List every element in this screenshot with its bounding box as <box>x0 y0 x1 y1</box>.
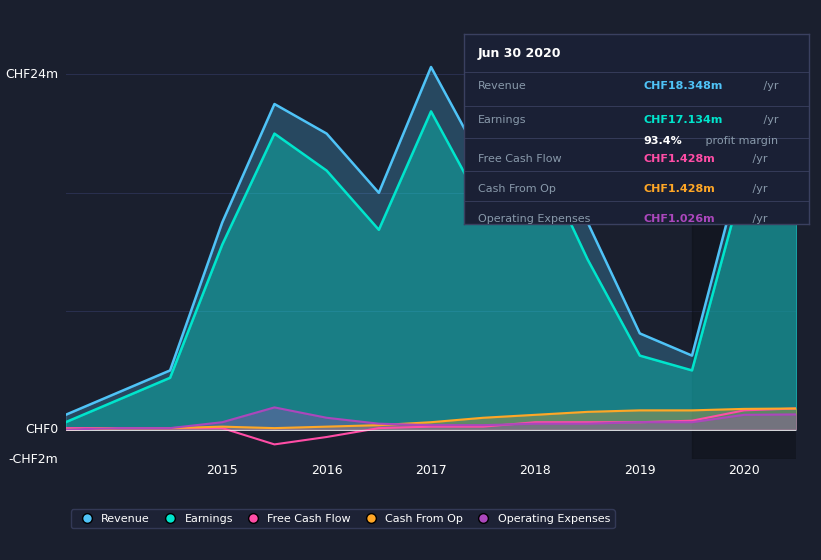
Text: Cash From Op: Cash From Op <box>478 184 556 194</box>
Text: CHF0: CHF0 <box>25 423 58 436</box>
Text: Earnings: Earnings <box>478 115 526 125</box>
Text: /yr: /yr <box>749 153 767 164</box>
Text: CHF1.428m: CHF1.428m <box>643 184 715 194</box>
Text: /yr: /yr <box>760 115 779 125</box>
Bar <box>692 45 807 459</box>
Text: CHF24m: CHF24m <box>5 68 58 81</box>
Text: 93.4%: 93.4% <box>643 137 682 146</box>
Text: CHF1.026m: CHF1.026m <box>643 214 715 225</box>
Text: CHF18.348m: CHF18.348m <box>643 81 722 91</box>
Text: CHF17.134m: CHF17.134m <box>643 115 722 125</box>
Legend: Revenue, Earnings, Free Cash Flow, Cash From Op, Operating Expenses: Revenue, Earnings, Free Cash Flow, Cash … <box>71 510 615 528</box>
Text: /yr: /yr <box>749 184 767 194</box>
Text: /yr: /yr <box>749 214 767 225</box>
Text: Operating Expenses: Operating Expenses <box>478 214 590 225</box>
Text: CHF1.428m: CHF1.428m <box>643 153 715 164</box>
Text: profit margin: profit margin <box>702 137 778 146</box>
Text: Revenue: Revenue <box>478 81 526 91</box>
Text: Jun 30 2020: Jun 30 2020 <box>478 47 562 60</box>
Text: /yr: /yr <box>760 81 779 91</box>
Text: -CHF2m: -CHF2m <box>9 452 58 466</box>
Text: Free Cash Flow: Free Cash Flow <box>478 153 562 164</box>
